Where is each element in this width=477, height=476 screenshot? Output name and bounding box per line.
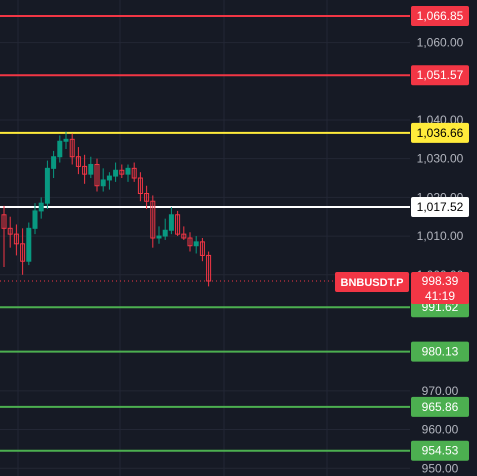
price-tick-label: 1,060.00 — [417, 36, 464, 50]
candle — [150, 195, 156, 248]
candle-body — [199, 241, 205, 256]
level-badge-label: 1,036.66 — [417, 126, 464, 140]
candle-body — [1, 214, 7, 229]
last-price-box — [411, 272, 469, 304]
price-tick-label: 1,030.00 — [417, 152, 464, 166]
candle-body — [156, 235, 162, 239]
candle — [119, 164, 125, 179]
candle — [7, 216, 13, 248]
candle-body — [26, 227, 32, 262]
candle-body — [32, 210, 38, 229]
candle — [175, 210, 181, 237]
candle-body — [38, 202, 44, 212]
candle — [1, 205, 7, 268]
candle — [51, 150, 57, 179]
level-price-badges: 1,066.851,051.571,036.661,017.52991.6298… — [411, 6, 469, 461]
level-badge-label: 1,017.52 — [417, 200, 464, 214]
price-tick-label: 960.00 — [422, 423, 459, 437]
candle-body — [63, 138, 69, 142]
level-badge — [411, 122, 469, 143]
level-badge-label: 980.13 — [422, 345, 459, 359]
candle — [144, 185, 150, 209]
candle — [44, 160, 50, 209]
symbol-price-badge: BNBUSDT.P 998.39 41:19 — [335, 272, 469, 304]
candle-body — [150, 200, 156, 239]
candle-body — [57, 140, 63, 158]
candle — [94, 158, 100, 192]
horizontal-levels — [0, 15, 410, 452]
candlestick-series — [1, 131, 212, 287]
candle — [32, 203, 38, 235]
bar-countdown: 41:19 — [425, 289, 455, 303]
chart-grid — [0, 0, 410, 476]
candle — [82, 154, 88, 184]
candle — [137, 172, 143, 202]
candle — [38, 197, 44, 219]
price-tick-label: 950.00 — [422, 461, 459, 475]
candle — [69, 133, 75, 165]
candle — [181, 226, 187, 240]
candle-body — [144, 192, 150, 202]
candle — [57, 135, 63, 163]
last-price-value: 998.39 — [422, 274, 459, 288]
candle-body — [106, 175, 112, 181]
candle-body — [7, 227, 13, 235]
candle-body — [193, 241, 199, 247]
candle-body — [187, 237, 193, 247]
candle — [20, 228, 26, 275]
level-badge-label: 1,051.57 — [417, 68, 464, 82]
candle-body — [119, 169, 125, 175]
level-badge — [411, 440, 469, 461]
candle-body — [13, 233, 19, 245]
candle — [206, 251, 212, 287]
candle — [88, 156, 94, 179]
candle-body — [20, 243, 26, 262]
candle — [100, 168, 106, 192]
candle — [162, 218, 168, 240]
level-badge — [411, 396, 469, 417]
level-badge-label: 1,066.85 — [417, 9, 464, 23]
price-tick-label: 970.00 — [422, 384, 459, 398]
candle — [75, 147, 81, 175]
candle-body — [125, 167, 131, 175]
candle-body — [162, 229, 168, 237]
candle — [63, 131, 69, 149]
candle-body — [44, 167, 50, 204]
candle — [131, 162, 137, 182]
level-badge — [411, 65, 469, 86]
candle — [156, 226, 162, 244]
candle-body — [94, 163, 100, 187]
candle — [13, 224, 19, 256]
candle-body — [206, 254, 212, 282]
candle — [193, 236, 199, 254]
candle-body — [51, 156, 57, 169]
level-badge-label: 954.53 — [422, 444, 459, 458]
candle-body — [168, 214, 174, 231]
candle — [26, 222, 32, 266]
price-tick-label: 1,010.00 — [417, 229, 464, 243]
level-badge — [411, 341, 469, 362]
candle — [187, 232, 193, 252]
symbol-tag-box — [335, 272, 409, 292]
candle-body — [131, 167, 137, 179]
candle — [125, 164, 131, 182]
candle-body — [113, 169, 119, 177]
candle-body — [100, 179, 106, 187]
candle-body — [88, 163, 94, 175]
candle — [106, 172, 112, 190]
symbol-tag: BNBUSDT.P — [341, 277, 404, 289]
level-badge — [411, 6, 469, 27]
candle-body — [69, 138, 75, 158]
candle-body — [137, 177, 143, 194]
candle-body — [82, 165, 88, 175]
candle-body — [175, 214, 181, 235]
candle — [113, 162, 119, 182]
candle-body — [181, 233, 187, 239]
candle-body — [75, 156, 81, 167]
level-badge-label: 965.86 — [422, 400, 459, 414]
candle — [199, 238, 205, 262]
level-badge — [411, 196, 469, 217]
candle — [168, 207, 174, 235]
